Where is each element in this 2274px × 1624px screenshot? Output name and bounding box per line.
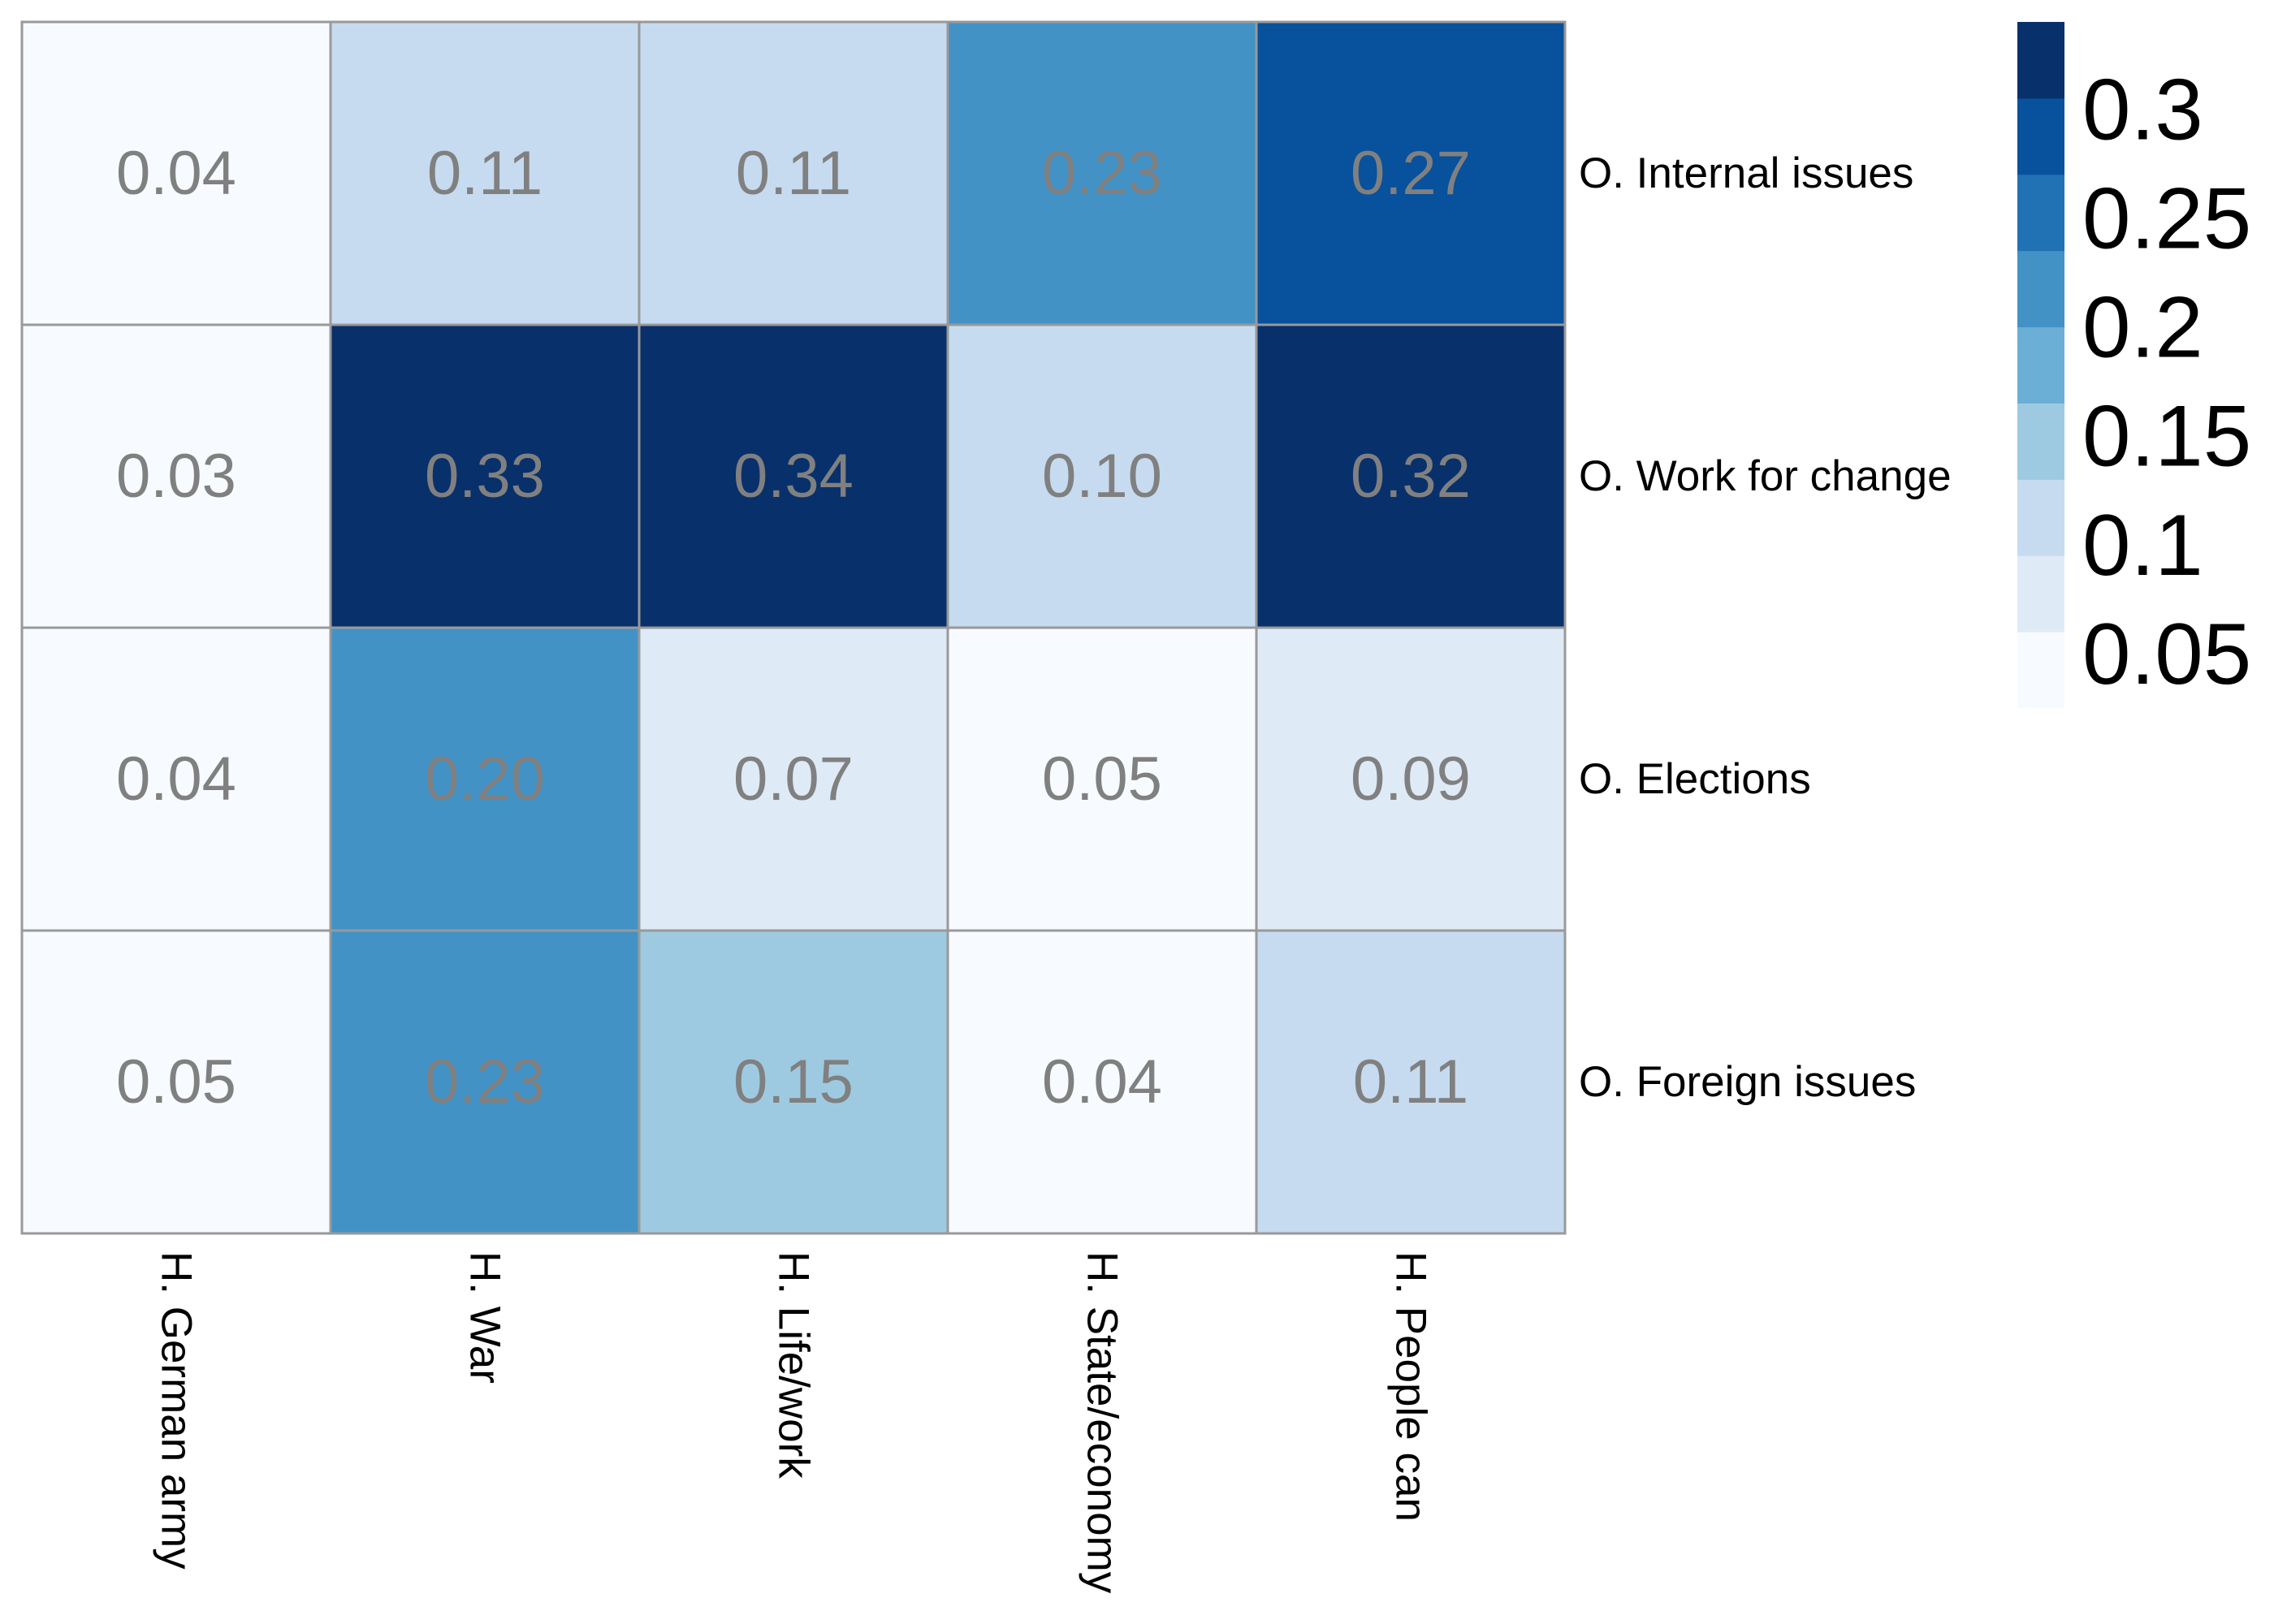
cell-value-label: 0.10 — [1042, 442, 1162, 511]
legend-color-segment — [2017, 250, 2064, 328]
legend-tick-label: 0.25 — [2082, 169, 2251, 266]
color-legend: 0.3 0.25 0.2 0.15 0.1 0.05 — [2017, 22, 2251, 709]
column-label: H. State/economy — [1079, 1251, 1126, 1594]
cell-value-label: 0.03 — [116, 442, 236, 511]
row-labels: O. Internal issues O. Work for change O. E… — [1579, 149, 1952, 1106]
row-label: O. Internal issues — [1579, 149, 1913, 197]
legend-tick-label: 0.2 — [2082, 279, 2203, 376]
heatmap-cell — [1255, 929, 1567, 1235]
heatmap-cell — [638, 929, 949, 1235]
cell-value-label: 0.04 — [116, 139, 236, 208]
legend-color-segment — [2017, 174, 2064, 252]
cell-value-label: 0.20 — [425, 745, 545, 814]
cell-value-label: 0.05 — [1042, 745, 1162, 814]
legend-tick-label: 0.15 — [2082, 387, 2251, 485]
heatmap-cell — [638, 323, 949, 629]
cell-value-label: 0.11 — [736, 139, 851, 208]
column-label: H. German army — [153, 1251, 201, 1570]
cell-value-label: 0.33 — [425, 442, 545, 511]
cell-value-label: 0.27 — [1351, 139, 1471, 208]
cell-value-label: 0.23 — [425, 1047, 545, 1116]
cell-value-label: 0.05 — [116, 1047, 236, 1116]
row-label: O. Foreign issues — [1579, 1058, 1916, 1106]
legend-tick-label: 0.1 — [2082, 496, 2203, 594]
heatmap-cell — [20, 323, 332, 629]
cell-value-label: 0.23 — [1042, 139, 1162, 208]
legend-color-segment — [2017, 97, 2064, 175]
heatmap-cell — [1255, 20, 1567, 326]
column-label: H. War — [461, 1251, 509, 1384]
legend-color-segment — [2017, 555, 2064, 633]
heatmap-cell — [329, 20, 641, 326]
heatmap-cell — [1255, 323, 1567, 629]
heatmap-cell — [329, 626, 641, 932]
heatmap-cells: 0.04 0.11 0.11 0.23 0.27 0.03 0.33 0.34 0.10 0.32… — [20, 20, 1567, 1235]
cell-value-label: 0.11 — [1353, 1047, 1468, 1116]
row-label: O. Work for change — [1579, 452, 1952, 500]
cell-value-label: 0.15 — [733, 1047, 854, 1116]
cell-value-label: 0.32 — [1351, 442, 1471, 511]
legend-color-segment — [2017, 632, 2064, 709]
heatmap-cell — [946, 929, 1258, 1235]
heatmap-cell — [20, 20, 332, 326]
heatmap-cell — [638, 626, 949, 932]
heatmap-cell — [1255, 626, 1567, 932]
legend-color-segment — [2017, 326, 2064, 404]
heatmap-cell — [329, 929, 641, 1235]
cell-value-label: 0.09 — [1351, 745, 1471, 814]
legend-color-segment — [2017, 22, 2064, 99]
legend-tick-label: 0.3 — [2082, 60, 2203, 158]
cell-value-label: 0.11 — [427, 139, 543, 208]
cell-value-label: 0.04 — [116, 745, 236, 814]
legend-color-segment — [2017, 479, 2064, 556]
row-label: O. Elections — [1579, 755, 1811, 803]
cell-value-label: 0.34 — [733, 442, 854, 511]
column-labels: H. German army H. War H. Life/work H. State… — [153, 1251, 1435, 1594]
legend-color-segment — [2017, 403, 2064, 480]
heatmap-cell — [946, 626, 1258, 932]
cell-value-label: 0.04 — [1042, 1047, 1162, 1116]
cell-value-label: 0.07 — [733, 745, 854, 814]
column-label: H. People can — [1387, 1251, 1435, 1522]
column-label: H. Life/work — [770, 1251, 818, 1479]
heatmap-cell — [946, 20, 1258, 326]
legend-tick-label: 0.05 — [2082, 605, 2251, 702]
heatmap-border — [20, 20, 1567, 1235]
